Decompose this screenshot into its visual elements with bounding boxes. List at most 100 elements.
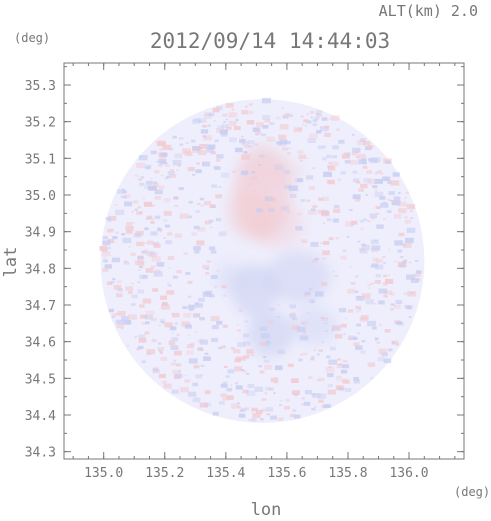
noise-speck: [184, 379, 191, 383]
noise-speck: [259, 341, 266, 346]
noise-speck: [159, 155, 166, 160]
noise-speck: [391, 200, 397, 204]
noise-speck: [285, 113, 291, 116]
noise-speck: [154, 170, 160, 174]
noise-speck: [368, 145, 374, 149]
noise-speck: [150, 231, 158, 236]
noise-speck: [338, 363, 342, 366]
noise-speck: [362, 162, 367, 165]
noise-speck: [210, 226, 213, 229]
noise-speck: [393, 214, 402, 219]
noise-speck: [262, 114, 271, 120]
noise-speck: [188, 200, 193, 204]
noise-speck: [117, 288, 123, 292]
noise-speck: [106, 219, 112, 223]
noise-speck: [297, 212, 302, 216]
noise-speck: [104, 264, 112, 269]
noise-speck: [126, 222, 133, 226]
noise-speck: [364, 146, 372, 151]
noise-speck: [374, 303, 377, 305]
noise-speck: [319, 126, 329, 132]
noise-speck: [344, 160, 351, 164]
noise-speck: [185, 271, 191, 275]
noise-speck: [379, 324, 382, 327]
noise-speck: [266, 136, 275, 142]
noise-speck: [311, 301, 315, 304]
noise-speck: [303, 401, 311, 406]
noise-speck: [360, 227, 364, 230]
noise-speck: [376, 341, 381, 344]
noise-speck: [342, 249, 347, 252]
noise-speck: [187, 280, 193, 284]
noise-speck: [212, 411, 219, 416]
noise-speck: [172, 369, 182, 375]
noise-speck: [187, 334, 191, 336]
noise-speck: [367, 320, 377, 327]
noise-speck: [235, 356, 241, 360]
noise-speck: [301, 239, 308, 243]
y-tick-label: 35.0: [25, 189, 56, 204]
noise-speck: [174, 322, 178, 325]
noise-speck: [312, 393, 321, 399]
noise-speck: [146, 250, 155, 256]
noise-speck: [240, 170, 249, 176]
noise-speck: [199, 147, 203, 150]
noise-speck: [408, 261, 412, 264]
noise-speck: [364, 244, 368, 247]
noise-speck: [391, 341, 395, 344]
plot-area: [99, 97, 425, 423]
noise-speck: [322, 250, 330, 256]
noise-speck: [231, 108, 235, 111]
noise-speck: [375, 274, 381, 278]
noise-speck: [268, 208, 275, 212]
noise-speck: [325, 367, 335, 373]
noise-speck: [389, 308, 394, 311]
noise-speck: [396, 321, 403, 325]
noise-speck: [169, 169, 174, 172]
noise-speck: [111, 313, 117, 317]
noise-speck: [168, 267, 171, 270]
noise-speck: [316, 378, 321, 382]
noise-speck: [291, 317, 297, 321]
noise-speck: [370, 282, 375, 285]
noise-speck: [241, 135, 244, 138]
noise-speck: [307, 138, 316, 143]
noise-speck: [338, 307, 347, 313]
noise-speck: [336, 376, 342, 380]
noise-speck: [406, 204, 416, 210]
noise-speck: [168, 340, 172, 342]
noise-speck: [164, 224, 170, 228]
noise-speck: [184, 374, 187, 376]
noise-speck: [108, 308, 114, 312]
noise-speck: [166, 282, 170, 284]
noise-speck: [204, 352, 209, 355]
noise-speck: [285, 398, 290, 402]
noise-speck: [302, 124, 306, 126]
noise-speck: [230, 403, 240, 409]
noise-speck: [356, 346, 360, 349]
noise-speck: [398, 208, 407, 214]
noise-speck: [185, 142, 189, 145]
noise-speck: [177, 164, 182, 167]
noise-speck: [216, 128, 224, 133]
noise-speck: [99, 246, 108, 251]
noise-speck: [254, 143, 258, 146]
noise-speck: [399, 264, 406, 268]
noise-speck: [122, 237, 132, 244]
noise-speck: [252, 127, 261, 132]
noise-speck: [218, 346, 223, 350]
noise-speck: [130, 252, 136, 256]
noise-speck: [393, 260, 397, 263]
noise-speck: [361, 340, 366, 343]
noise-speck: [144, 331, 150, 335]
noise-speck: [206, 260, 211, 263]
noise-speck: [147, 185, 157, 191]
noise-speck: [139, 274, 147, 280]
noise-speck: [382, 282, 388, 286]
noise-speck: [306, 120, 312, 124]
noise-speck: [174, 153, 183, 159]
noise-speck: [136, 211, 143, 215]
noise-speck: [170, 174, 177, 178]
noise-speck: [308, 298, 316, 303]
